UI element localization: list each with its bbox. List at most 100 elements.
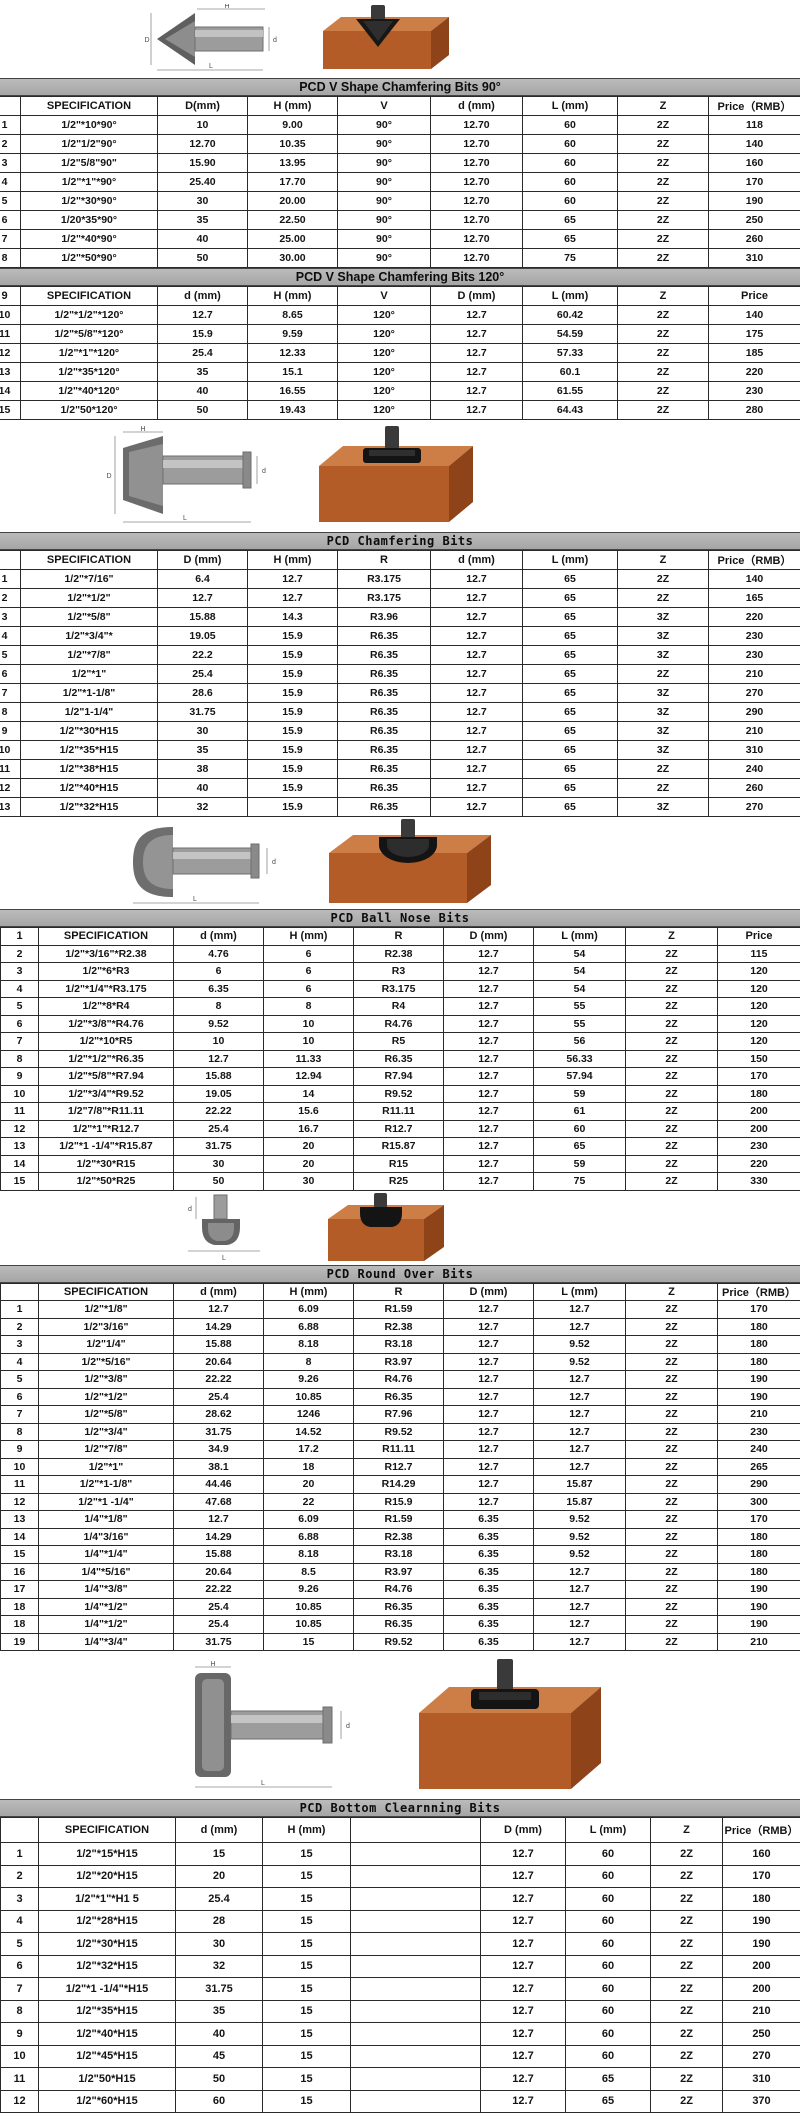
table-cell: 65 [523, 722, 618, 741]
table-cell: 2Z [626, 945, 718, 963]
table-cell: 35 [158, 363, 248, 382]
table-cell: 54 [534, 963, 626, 981]
table-cell: 50 [174, 1173, 264, 1191]
table-cell: 1/2"*5/8" [21, 608, 158, 627]
row-number-cell: 8 [1, 2000, 39, 2023]
table-cell: 120° [338, 401, 431, 420]
table-cell: 61 [534, 1103, 626, 1121]
table-cell: 57.94 [534, 1068, 626, 1086]
table-cell: 2Z [626, 1633, 718, 1651]
table-cell: 12.7 [444, 1138, 534, 1156]
table-cell: R3.97 [354, 1353, 444, 1371]
table-cell: 170 [718, 1068, 800, 1086]
table-cell: 12.70 [431, 249, 523, 268]
table-cell: 1/2"*1" [21, 665, 158, 684]
table-cell: 64.43 [523, 401, 618, 420]
table-cell: 65 [523, 608, 618, 627]
table-cell: R6.35 [338, 627, 431, 646]
row-number-cell: 6 [0, 211, 21, 230]
table-cell: 1/2"*1/2" [39, 1388, 174, 1406]
table-cell: 2Z [651, 2000, 723, 2023]
table-cell: 12.7 [444, 1458, 534, 1476]
table-cell: 260 [709, 230, 800, 249]
table-cell: 190 [718, 1581, 800, 1599]
table-cell: 15.90 [158, 154, 248, 173]
table-cell: R3.175 [338, 570, 431, 589]
table-cell: 2Z [651, 1865, 723, 1888]
table-cell: 6.35 [444, 1633, 534, 1651]
table-cell: 1/2"*10*90° [21, 116, 158, 135]
row-number-cell: 2 [1, 1318, 39, 1336]
table-cell: 220 [718, 1155, 800, 1173]
table-cell: 12.7 [481, 2068, 566, 2091]
table-cell: 22 [264, 1493, 354, 1511]
table-cell: 2Z [626, 1120, 718, 1138]
column-header: Price（RMB） [709, 551, 800, 570]
table-cell: R6.35 [354, 1050, 444, 1068]
table-cell: 12.7 [481, 1865, 566, 1888]
table-cell: 1/20*35*90° [21, 211, 158, 230]
table-cell: 50 [158, 249, 248, 268]
column-header: Price [718, 928, 800, 946]
table-cell: 1/2"*1-1/8" [39, 1476, 174, 1494]
table-cell: R3.175 [338, 589, 431, 608]
table-cell: 15.9 [248, 798, 338, 817]
table-cell: 6 [264, 980, 354, 998]
table-cell: 2Z [618, 192, 709, 211]
row-number-cell: 1 [0, 570, 21, 589]
row-number-header: 9 [0, 287, 21, 306]
v-bit-diagram-image: H L d D [145, 4, 281, 74]
row-number-cell: 1 [1, 1843, 39, 1866]
table-cell: R7.96 [354, 1406, 444, 1424]
table-cell: 6 [264, 963, 354, 981]
table-cell: 15 [263, 1843, 351, 1866]
table-cell: 3Z [618, 646, 709, 665]
row-number-cell: 12 [1, 1493, 39, 1511]
table-cell: 12.7 [534, 1423, 626, 1441]
table-cell: 1/2"*40*120° [21, 382, 158, 401]
dim-label-d: d [262, 468, 266, 475]
table-cell: 2Z [618, 116, 709, 135]
table-cell: R6.35 [338, 684, 431, 703]
row-number-cell: 5 [0, 646, 21, 665]
table-cell: 1/2"*1/2"*120° [21, 306, 158, 325]
table-cell: 60 [566, 2023, 651, 2046]
table-cell: 15.9 [248, 779, 338, 798]
v-bit-wood-sample-photo [311, 5, 451, 73]
table-cell [351, 2000, 481, 2023]
table-cell: 1/2"*1/2" [21, 589, 158, 608]
row-number-cell: 2 [1, 945, 39, 963]
table-cell [351, 2023, 481, 2046]
table-cell: 40 [158, 230, 248, 249]
table-cell: 2Z [618, 173, 709, 192]
row-number-cell: 12 [1, 2090, 39, 2113]
table-cell: 2Z [626, 1155, 718, 1173]
column-header: Z [618, 97, 709, 116]
table-cell: 12.7 [431, 741, 523, 760]
row-number-cell: 5 [1, 1371, 39, 1389]
table-cell: R3 [354, 963, 444, 981]
table-cell: 2Z [618, 570, 709, 589]
table-cell: 2Z [626, 1406, 718, 1424]
table-cell: 15 [176, 1843, 263, 1866]
column-header: L (mm) [523, 97, 618, 116]
table-cell: 12.7 [174, 1050, 264, 1068]
table-cell: 20 [264, 1155, 354, 1173]
column-header: d (mm) [158, 287, 248, 306]
table-cell: 12.70 [431, 116, 523, 135]
table-cell: 22.2 [158, 646, 248, 665]
table-cell: 165 [709, 589, 800, 608]
